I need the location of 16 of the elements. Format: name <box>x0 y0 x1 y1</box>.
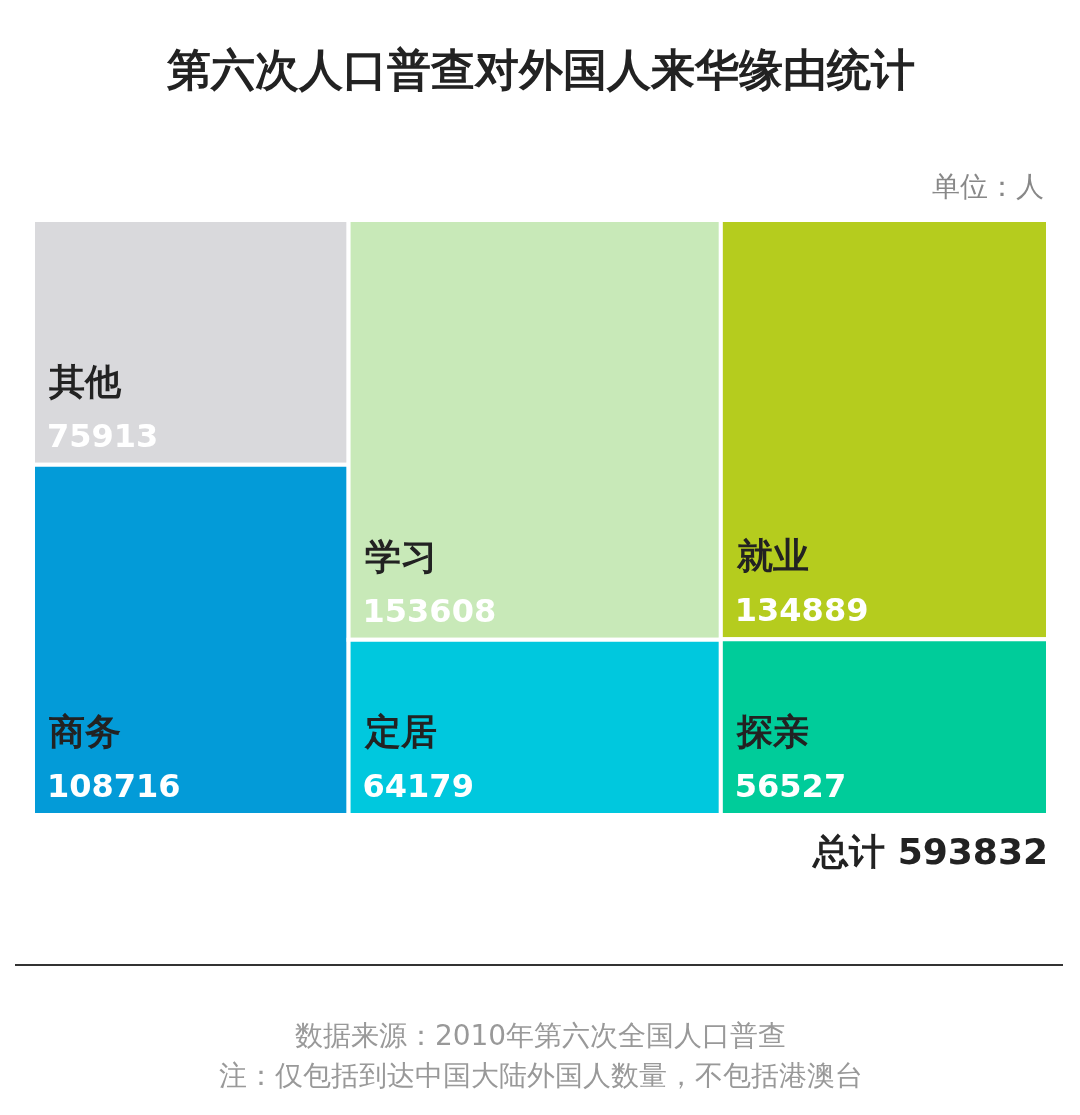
text: 第六次人口普查对外国人来华缘由统计 <box>165 44 915 95</box>
category-label: 商务 <box>49 711 121 752</box>
category-label: 其他 <box>48 360 122 402</box>
text: 单位：人 <box>932 170 1044 203</box>
category-label: 学习 <box>364 535 437 577</box>
text: 总计 593832 <box>811 831 1048 872</box>
data-label: 134889 <box>734 591 869 630</box>
source-note: 数据来源：2010年第六次全国人口普查 <box>294 1019 787 1052</box>
data-label: 108716 <box>47 767 181 805</box>
category-label: 定居 <box>363 711 437 752</box>
data-label: 56527 <box>734 767 847 805</box>
text: 注：仅包括到达中国大陆外国人数量，不包括港澳台 <box>218 1059 863 1092</box>
category-label: 就业 <box>735 535 809 577</box>
data-label: 153608 <box>362 591 497 630</box>
category-label: 探亲 <box>735 711 809 752</box>
data-label: 64179 <box>362 767 474 805</box>
